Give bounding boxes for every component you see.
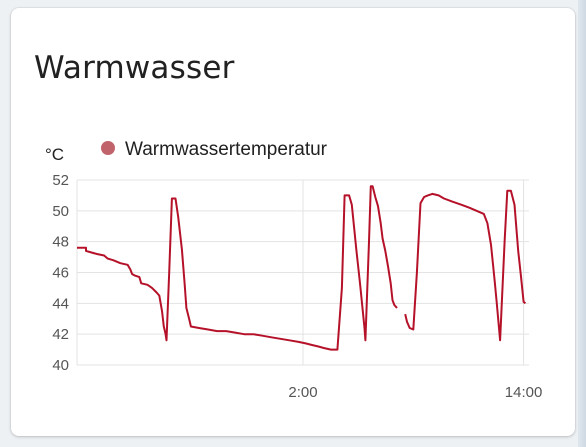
legend-swatch (101, 141, 115, 155)
card-title: Warmwasser (34, 50, 235, 86)
chart-axes: 40 42 44 46 48 50 52 2:00 14:00 (52, 172, 542, 401)
series-line-1 (404, 189, 527, 342)
y-axis-unit-label: °C (45, 145, 64, 164)
x-tick-label: 14:00 (505, 384, 543, 401)
y-tick-label: 52 (52, 172, 69, 189)
line-chart[interactable]: 40 42 44 46 48 50 52 2:00 14:00 °C Warmwassertem… (11, 8, 575, 436)
x-tick-label: 2:00 (288, 384, 317, 401)
side-panel-edge (578, 0, 586, 447)
legend-label: Warmwassertemperatur (125, 139, 328, 160)
y-tick-label: 42 (52, 326, 69, 343)
y-tick-label: 44 (52, 295, 69, 312)
y-tick-label: 46 (52, 265, 69, 282)
chart-container[interactable]: 40 42 44 46 48 50 52 2:00 14:00 °C Warmwassertem… (11, 8, 575, 436)
y-tick-label: 40 (52, 357, 69, 374)
history-graph-card: Warmwasser 40 42 44 46 48 50 52 2:00 14:00 °C Wa… (11, 8, 575, 436)
y-tick-label: 50 (52, 203, 69, 220)
series-layer (77, 185, 527, 351)
chart-grid (76, 179, 529, 366)
chart-legend[interactable]: Warmwassertemperatur (101, 139, 328, 160)
y-tick-label: 48 (52, 234, 69, 251)
series-line-1 (77, 185, 398, 351)
